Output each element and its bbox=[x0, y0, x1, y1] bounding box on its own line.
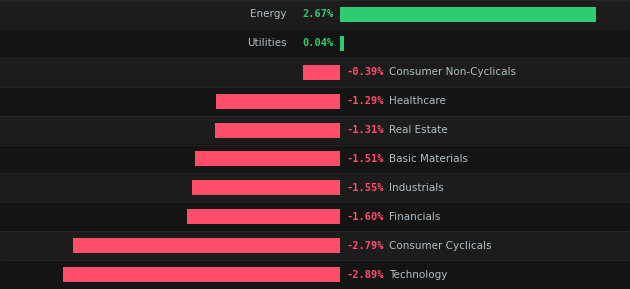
Bar bbox=[0, 58, 630, 87]
Text: -1.31%: -1.31% bbox=[346, 125, 384, 135]
Bar bbox=[186, 209, 340, 224]
Bar bbox=[0, 173, 630, 202]
Text: -2.89%: -2.89% bbox=[346, 270, 384, 279]
Text: -2.79%: -2.79% bbox=[346, 241, 384, 251]
Bar bbox=[0, 116, 630, 144]
Bar bbox=[192, 180, 340, 195]
Bar bbox=[0, 260, 630, 289]
Bar bbox=[0, 0, 630, 29]
Text: Consumer Cyclicals: Consumer Cyclicals bbox=[389, 241, 492, 251]
Text: Basic Materials: Basic Materials bbox=[389, 154, 468, 164]
Text: Consumer Non-Cyclicals: Consumer Non-Cyclicals bbox=[389, 67, 517, 77]
Bar bbox=[0, 29, 630, 58]
Bar bbox=[63, 267, 340, 282]
Bar bbox=[217, 94, 340, 109]
Text: Utilities: Utilities bbox=[247, 38, 287, 48]
Text: Healthcare: Healthcare bbox=[389, 96, 446, 106]
Bar bbox=[0, 144, 630, 173]
Bar bbox=[340, 7, 597, 22]
Bar bbox=[0, 87, 630, 116]
Bar bbox=[0, 202, 630, 231]
Text: Industrials: Industrials bbox=[389, 183, 444, 193]
Text: 2.67%: 2.67% bbox=[302, 10, 334, 19]
Text: -1.60%: -1.60% bbox=[346, 212, 384, 222]
Text: -1.51%: -1.51% bbox=[346, 154, 384, 164]
Text: 0.04%: 0.04% bbox=[302, 38, 334, 48]
Bar bbox=[303, 65, 340, 80]
Text: -1.55%: -1.55% bbox=[346, 183, 384, 193]
Bar bbox=[215, 123, 340, 138]
Text: Technology: Technology bbox=[389, 270, 448, 279]
Text: -1.29%: -1.29% bbox=[346, 96, 384, 106]
Bar bbox=[72, 238, 340, 253]
Text: Energy: Energy bbox=[250, 10, 287, 19]
Bar bbox=[0, 231, 630, 260]
Text: Financials: Financials bbox=[389, 212, 441, 222]
Bar bbox=[340, 36, 344, 51]
Bar bbox=[195, 151, 340, 166]
Text: Real Estate: Real Estate bbox=[389, 125, 448, 135]
Text: -0.39%: -0.39% bbox=[346, 67, 384, 77]
